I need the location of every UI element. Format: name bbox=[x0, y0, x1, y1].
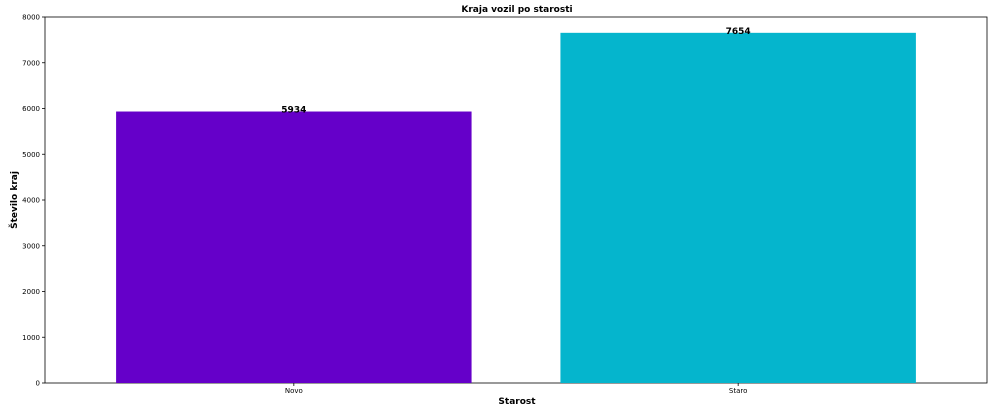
y-tick-label-1000: 1000 bbox=[22, 334, 40, 342]
y-tick-label-0: 0 bbox=[36, 380, 40, 388]
y-tick-label-4000: 4000 bbox=[22, 197, 40, 205]
y-axis-label: Število kraj bbox=[8, 171, 20, 229]
y-axis: 0 1000 2000 3000 4000 5000 6000 7000 8000 bbox=[22, 14, 45, 388]
y-tick-label-7000: 7000 bbox=[22, 59, 40, 67]
x-axis-label: Starost bbox=[498, 397, 536, 406]
bars-group bbox=[116, 32, 916, 383]
y-tick-label-5000: 5000 bbox=[22, 151, 40, 159]
bar-staro bbox=[560, 32, 916, 383]
y-tick-label-8000: 8000 bbox=[22, 14, 40, 22]
bar-novo bbox=[116, 111, 472, 383]
y-tick-label-6000: 6000 bbox=[22, 105, 40, 113]
chart-title: Kraja vozil po starosti bbox=[461, 5, 572, 15]
y-tick-label-2000: 2000 bbox=[22, 288, 40, 296]
x-tick-label-novo: Novo bbox=[285, 387, 303, 395]
y-tick-label-3000: 3000 bbox=[22, 242, 40, 250]
data-label-staro: 7654 bbox=[726, 27, 751, 37]
x-tick-label-staro: Staro bbox=[729, 387, 747, 395]
data-label-novo: 5934 bbox=[281, 106, 306, 116]
x-axis: Novo Staro bbox=[285, 383, 747, 395]
data-labels-group: 5934 7654 bbox=[281, 27, 750, 116]
